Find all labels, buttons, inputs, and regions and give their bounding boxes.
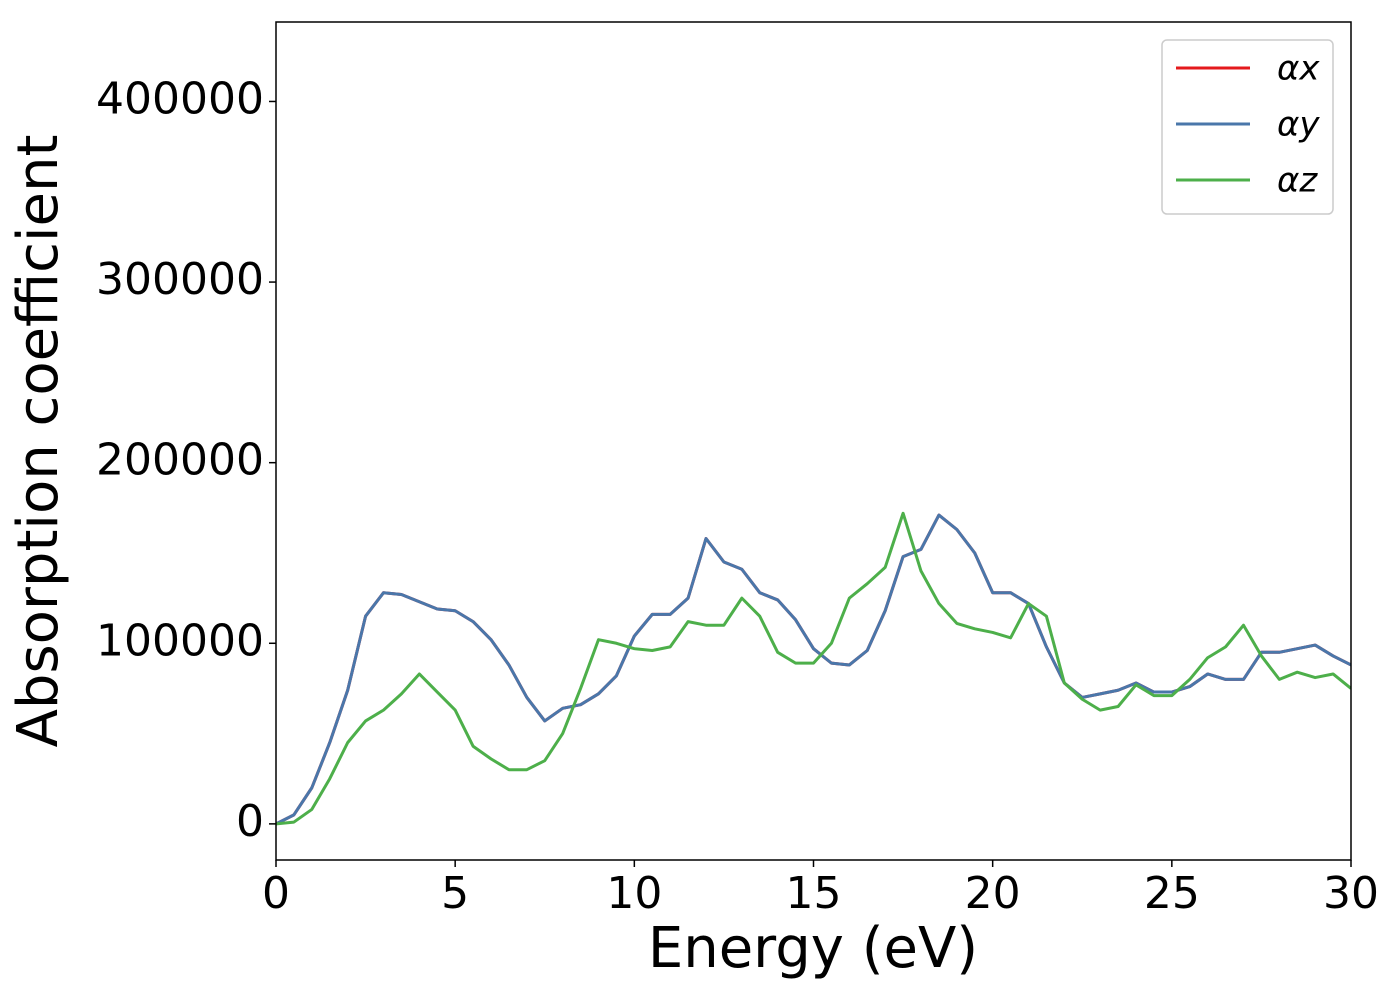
- legend-box: [1161, 39, 1334, 215]
- x-tick-label: 25: [1144, 868, 1200, 919]
- x-tick-label: 15: [786, 868, 842, 919]
- y-tick-label: 0: [236, 796, 264, 847]
- series-line: [276, 513, 1351, 826]
- y-tick-label: 400000: [96, 73, 264, 124]
- plot-frame: [275, 21, 1352, 861]
- y-tick-label: 300000: [96, 254, 264, 305]
- legend-label: αy: [1277, 105, 1320, 145]
- x-tick-label: 20: [965, 868, 1021, 919]
- x-tick-label: 5: [441, 868, 469, 919]
- y-tick-label: 100000: [96, 615, 264, 666]
- legend-label: αz: [1277, 161, 1318, 201]
- y-tick-label: 200000: [96, 435, 264, 486]
- x-tick-label: 10: [606, 868, 662, 919]
- x-tick-label: 30: [1323, 868, 1379, 919]
- legend-label: αx: [1277, 49, 1320, 89]
- x-tick-label: 0: [262, 868, 290, 919]
- legend: αx αy αz: [1161, 39, 1334, 215]
- y-axis-label: Absorption coefficient: [6, 135, 71, 748]
- series-line: [276, 511, 1351, 826]
- x-axis-label: Energy (eV): [648, 916, 978, 981]
